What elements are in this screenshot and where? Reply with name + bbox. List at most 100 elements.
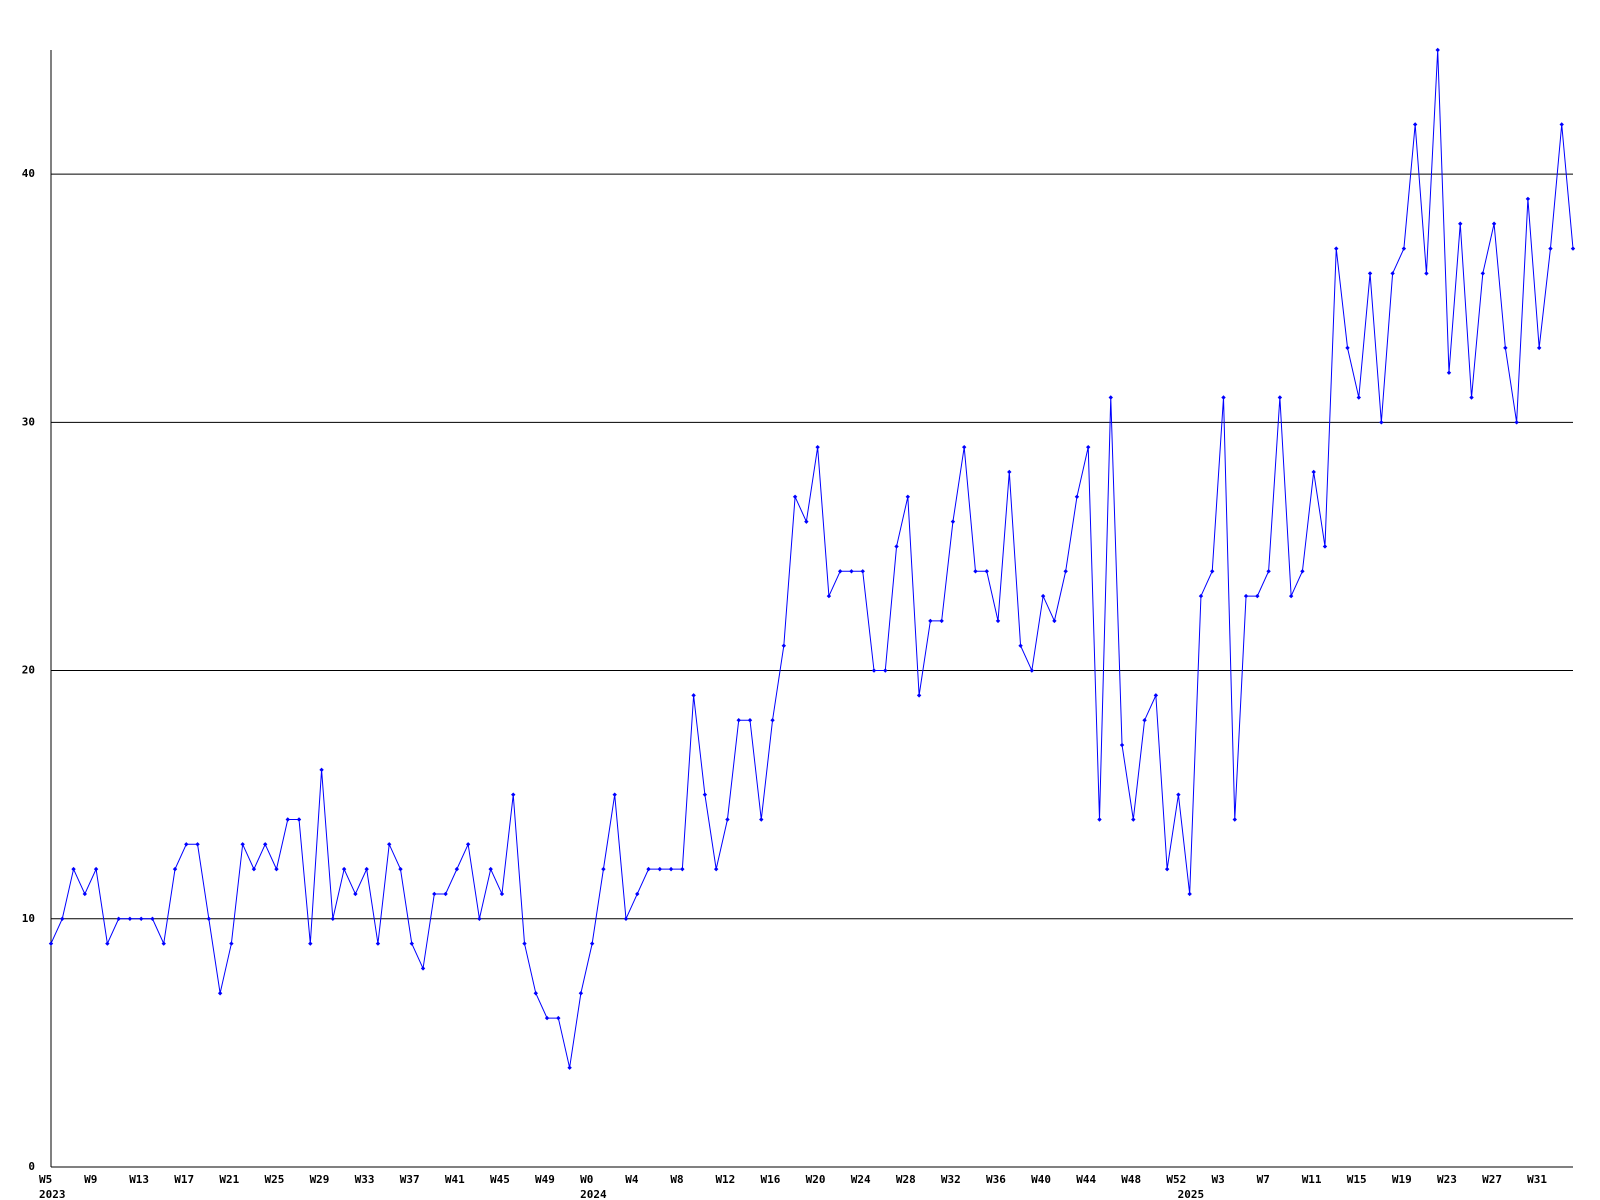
point <box>1131 817 1136 822</box>
point <box>905 494 911 499</box>
point <box>646 866 651 872</box>
point <box>71 866 76 872</box>
point <box>1412 122 1418 127</box>
point <box>747 718 753 723</box>
point <box>1334 246 1339 251</box>
x-tick-label: W33 <box>355 1173 375 1186</box>
point <box>229 941 234 946</box>
point <box>702 792 708 797</box>
point <box>837 569 843 574</box>
point <box>127 916 133 921</box>
point <box>1367 271 1373 276</box>
point <box>1559 122 1564 127</box>
point <box>939 618 944 624</box>
point <box>1097 817 1102 822</box>
point <box>409 941 414 946</box>
point <box>296 817 302 822</box>
point <box>736 718 741 723</box>
year-label: 2025 <box>1178 1188 1205 1200</box>
point <box>1052 618 1057 624</box>
point <box>1480 271 1486 276</box>
point <box>1007 469 1012 475</box>
point <box>995 618 1001 624</box>
point <box>804 519 809 524</box>
point <box>48 941 54 946</box>
point <box>916 693 922 698</box>
point <box>330 916 336 921</box>
point <box>420 966 426 971</box>
x-tick-label: W25 <box>264 1173 284 1186</box>
point <box>1525 196 1531 202</box>
x-tick-label: W36 <box>986 1173 1006 1186</box>
point <box>1401 246 1407 251</box>
point <box>1435 47 1440 53</box>
x-tick-label: W27 <box>1482 1173 1502 1186</box>
point <box>398 866 403 872</box>
point <box>826 593 832 599</box>
point <box>1142 718 1147 723</box>
point <box>1063 569 1068 574</box>
point <box>635 891 640 897</box>
point <box>1221 395 1226 400</box>
point <box>285 817 290 822</box>
point <box>657 866 662 872</box>
point <box>713 866 719 872</box>
point <box>341 866 347 872</box>
point <box>601 866 606 872</box>
y-tick-label: 0 <box>28 1160 35 1173</box>
point <box>1074 494 1080 499</box>
point <box>308 941 313 946</box>
x-tick-label: W23 <box>1437 1173 1457 1186</box>
point <box>1232 817 1237 822</box>
point <box>375 941 381 946</box>
point <box>195 842 200 847</box>
x-tick-label: W5 <box>39 1173 52 1186</box>
point <box>1119 742 1125 748</box>
point <box>691 693 696 698</box>
series-line <box>50 49 1574 1068</box>
point <box>1176 792 1181 797</box>
point <box>1255 593 1260 599</box>
point <box>781 643 787 648</box>
point <box>1469 395 1474 400</box>
point <box>488 866 493 872</box>
point <box>770 718 775 723</box>
x-tick-label: W12 <box>715 1173 735 1186</box>
point <box>928 618 933 624</box>
x-tick-label: W49 <box>535 1173 555 1186</box>
point <box>725 817 730 822</box>
point <box>217 991 223 996</box>
x-tick-label: W9 <box>84 1173 97 1186</box>
x-tick-label: W8 <box>670 1173 683 1186</box>
point <box>274 866 279 872</box>
point <box>871 668 877 673</box>
point <box>894 544 899 549</box>
point <box>161 941 166 946</box>
point <box>1198 593 1204 599</box>
point <box>93 866 99 872</box>
point <box>1390 271 1395 276</box>
point <box>1491 221 1497 226</box>
point <box>556 1015 561 1021</box>
point <box>251 866 257 872</box>
x-tick-label: W28 <box>896 1173 916 1186</box>
point <box>82 891 88 897</box>
point <box>533 991 538 996</box>
x-tick-label: W31 <box>1527 1173 1547 1186</box>
point <box>150 916 155 921</box>
point <box>984 569 989 574</box>
point <box>1108 395 1113 400</box>
x-tick-label: W4 <box>625 1173 639 1186</box>
point <box>1322 544 1328 549</box>
point <box>432 891 437 897</box>
x-tick-label: W40 <box>1031 1173 1051 1186</box>
y-tick-label: 10 <box>22 912 35 925</box>
point <box>1040 593 1046 599</box>
point <box>1379 420 1384 425</box>
x-tick-label: W20 <box>806 1173 826 1186</box>
point <box>815 444 820 450</box>
x-tick-label: W17 <box>174 1173 194 1186</box>
x-tick-label: W3 <box>1212 1173 1225 1186</box>
